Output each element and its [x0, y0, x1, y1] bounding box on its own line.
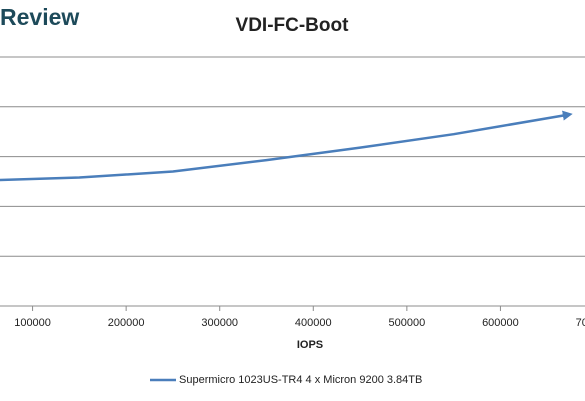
x-tick-label: 200000: [108, 317, 145, 329]
line-series: [0, 110, 573, 182]
x-tick-label: 300000: [201, 317, 238, 329]
x-tick-label: 500000: [388, 317, 425, 329]
x-tick-label: 100000: [14, 317, 51, 329]
x-tick-label: 700000: [576, 317, 585, 329]
x-tick-label: 600000: [482, 317, 519, 329]
logo: Review: [0, 4, 79, 30]
legend-label: Supermicro 1023US-TR4 4 x Micron 9200 3.…: [179, 374, 422, 386]
x-tick-label: 400000: [295, 317, 332, 329]
chart-title: VDI-FC-Boot: [236, 15, 350, 36]
x-axis-label: IOPS: [297, 339, 323, 351]
